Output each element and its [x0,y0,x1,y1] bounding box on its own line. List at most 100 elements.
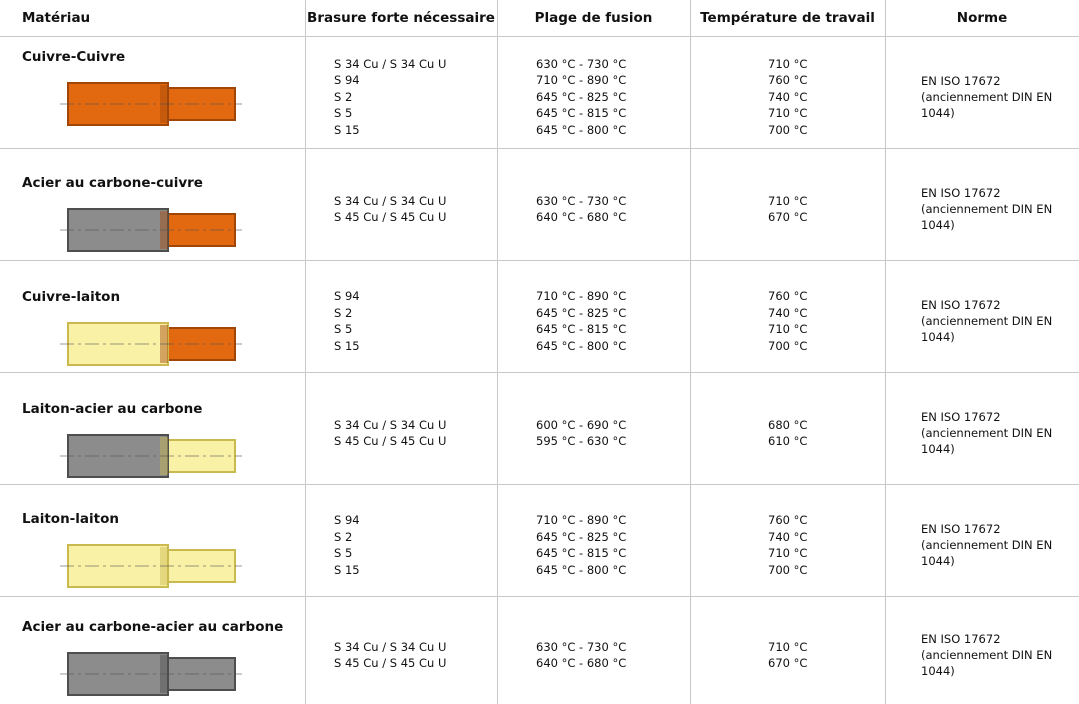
norme-cell: EN ISO 17672 (anciennement DIN EN 1044) [921,380,1053,486]
column-header: Plage de fusion [534,10,653,26]
travail-cell: 710 °C 670 °C [768,604,807,704]
norme-cell: EN ISO 17672 (anciennement DIN EN 1044) [921,44,1053,150]
fusion-value: 640 °C - 680 °C [536,656,627,670]
brasure-value: S 45 Cu / S 45 Cu U [334,656,447,670]
fusion-value: 630 °C - 730 °C [536,639,627,654]
travail-value: 740 °C [768,89,808,104]
column-divider [885,0,886,704]
brasure-value: S 5 [334,322,353,336]
travail-cell: 760 °C 740 °C 710 °C 700 °C [768,268,807,374]
brasure-value: S 2 [334,529,353,544]
column-divider [497,0,498,704]
row-divider [0,36,1079,37]
travail-value: 700 °C [768,562,808,577]
fusion-value: 630 °C - 730 °C [536,193,627,208]
brasure-value: S 2 [334,305,353,320]
brasure-value: S 15 [334,122,360,137]
travail-value: 740 °C [768,529,808,544]
fusion-value: 645 °C - 825 °C [536,305,627,320]
travail-value: 710 °C [768,546,808,560]
fusion-cell: 710 °C - 890 °C 645 °C - 825 °C 645 °C - 8… [536,492,626,598]
material-name: Acier au carbone-acier au carbone [22,619,284,635]
brasure-value: S 45 Cu / S 45 Cu U [334,210,447,224]
travail-value: 740 °C [768,305,808,320]
fusion-value: 640 °C - 680 °C [536,210,627,224]
travail-value: 700 °C [768,122,808,137]
travail-value: 610 °C [768,434,808,448]
brasure-value: S 34 Cu / S 34 Cu U [334,56,447,71]
brasure-value: S 94 [334,73,360,88]
column-header: Température de travail [700,10,875,26]
brasure-value: S 34 Cu / S 34 Cu U [334,639,447,654]
norme-value: EN ISO 17672 (anciennement DIN EN 1044) [921,186,1053,232]
brasure-value: S 2 [334,89,353,104]
row-divider [0,148,1079,149]
travail-value: 760 °C [768,73,808,88]
travail-cell: 710 °C 760 °C 740 °C 710 °C 700 °C [768,44,807,150]
fusion-cell: 630 °C - 730 °C 640 °C - 680 °C [536,604,626,704]
brasure-value: S 15 [334,562,360,577]
fusion-value: 710 °C - 890 °C [536,289,627,303]
fusion-value: 645 °C - 800 °C [536,338,627,353]
column-divider [690,0,691,704]
travail-value: 710 °C [768,639,808,654]
brasure-value: S 45 Cu / S 45 Cu U [334,434,447,448]
row-divider [0,596,1079,597]
norme-cell: EN ISO 17672 (anciennement DIN EN 1044) [921,156,1053,262]
brasure-value: S 34 Cu / S 34 Cu U [334,417,447,432]
column-header: Norme [956,10,1008,26]
brasure-value: S 5 [334,106,353,121]
fusion-value: 600 °C - 690 °C [536,417,627,432]
column-header: Matériau [22,10,91,26]
travail-value: 670 °C [768,656,808,670]
brasure-value: S 94 [334,289,360,303]
travail-value: 680 °C [768,417,808,432]
fusion-value: 710 °C - 890 °C [536,513,627,527]
brasure-value: S 5 [334,546,353,560]
travail-cell: 710 °C 670 °C [768,156,807,262]
travail-cell: 760 °C 740 °C 710 °C 700 °C [768,492,807,598]
fusion-value: 645 °C - 800 °C [536,122,627,137]
brasure-cell: S 94 S 2 S 5 S 15 [334,268,360,374]
brasure-cell: S 34 Cu / S 34 Cu U S 45 Cu / S 45 Cu U [334,604,446,704]
material-name: Laiton-acier au carbone [22,401,203,417]
travail-value: 700 °C [768,338,808,353]
norme-value: EN ISO 17672 (anciennement DIN EN 1044) [921,632,1053,678]
column-header: Brasure forte nécessaire [307,10,495,26]
row-divider [0,484,1079,485]
travail-cell: 680 °C 610 °C [768,380,807,486]
brasure-cell: S 34 Cu / S 34 Cu U S 45 Cu / S 45 Cu U [334,156,446,262]
row-divider [0,372,1079,373]
travail-value: 710 °C [768,193,808,208]
fusion-value: 645 °C - 815 °C [536,546,627,560]
norme-cell: EN ISO 17672 (anciennement DIN EN 1044) [921,268,1053,374]
column-divider [305,0,306,704]
fusion-value: 645 °C - 825 °C [536,529,627,544]
brasure-value: S 34 Cu / S 34 Cu U [334,193,447,208]
travail-value: 710 °C [768,106,808,121]
material-name: Cuivre-laiton [22,289,121,305]
travail-value: 760 °C [768,513,808,527]
material-name: Cuivre-Cuivre [22,49,126,65]
norme-value: EN ISO 17672 (anciennement DIN EN 1044) [921,410,1053,456]
fusion-value: 645 °C - 815 °C [536,106,627,121]
fusion-value: 645 °C - 800 °C [536,562,627,577]
fusion-value: 630 °C - 730 °C [536,56,627,71]
material-name: Laiton-laiton [22,511,119,527]
norme-cell: EN ISO 17672 (anciennement DIN EN 1044) [921,492,1053,598]
fusion-cell: 600 °C - 690 °C 595 °C - 630 °C [536,380,626,486]
brasure-cell: S 34 Cu / S 34 Cu U S 45 Cu / S 45 Cu U [334,380,446,486]
fusion-value: 645 °C - 815 °C [536,322,627,336]
brasure-value: S 15 [334,338,360,353]
fusion-cell: 710 °C - 890 °C 645 °C - 825 °C 645 °C - 8… [536,268,626,374]
norme-cell: EN ISO 17672 (anciennement DIN EN 1044) [921,604,1053,704]
brasure-cell: S 94 S 2 S 5 S 15 [334,492,360,598]
fusion-value: 645 °C - 825 °C [536,89,627,104]
row-divider [0,260,1079,261]
material-name: Acier au carbone-cuivre [22,175,203,191]
norme-value: EN ISO 17672 (anciennement DIN EN 1044) [921,74,1053,120]
norme-value: EN ISO 17672 (anciennement DIN EN 1044) [921,298,1053,344]
